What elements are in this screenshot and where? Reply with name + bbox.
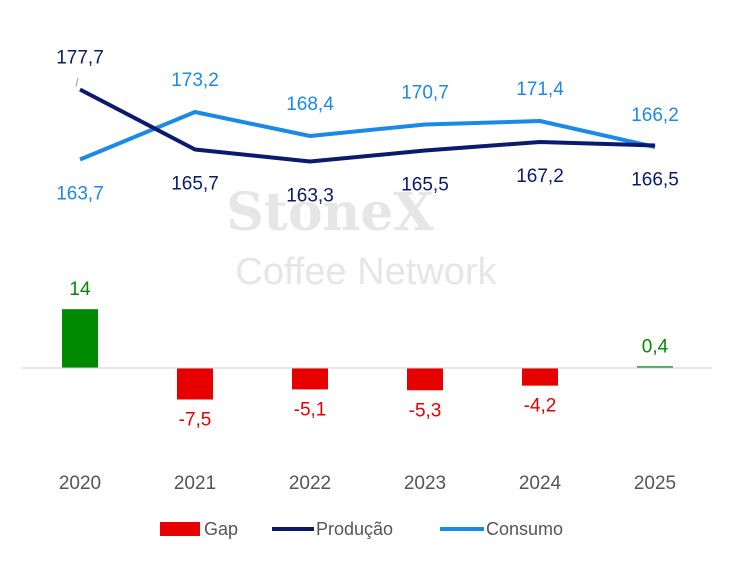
- line-series: [79, 87, 656, 164]
- gap-label-2024: -4,2: [524, 396, 557, 417]
- gap-label-2025: 0,4: [642, 336, 669, 357]
- x-tick-2023: 2023: [404, 473, 446, 494]
- consumo-label-2023: 170,7: [401, 83, 449, 104]
- gap-bars: [62, 309, 673, 400]
- gap-bar-2024: [522, 368, 558, 386]
- watermark: StoneX Coffee Network: [226, 182, 497, 293]
- x-tick-2020: 2020: [59, 473, 101, 494]
- gap-bar-2022: [292, 368, 328, 390]
- watermark-line2: Coffee Network: [235, 251, 497, 293]
- consumo-label-2020: 163,7: [56, 184, 104, 205]
- gap-label-2022: -5,1: [294, 399, 327, 420]
- x-tick-2022: 2022: [289, 473, 331, 494]
- gap-labels: 14 -7,5 -5,1 -5,3 -4,2 0,4: [69, 279, 668, 430]
- gap-bar-2023: [407, 368, 443, 391]
- producao-label-2023: 165,5: [401, 175, 449, 196]
- x-tick-2025: 2025: [634, 473, 676, 494]
- x-tick-2024: 2024: [519, 473, 562, 494]
- consumo-line: [79, 110, 656, 162]
- gap-label-2021: -7,5: [179, 410, 212, 431]
- legend-swatch-gap: [160, 522, 200, 536]
- consumo-label-2022: 168,4: [286, 94, 334, 115]
- watermark-line1: StoneX: [226, 182, 434, 243]
- gap-bar-2025: [637, 366, 673, 368]
- producao-leader-line: [75, 77, 79, 87]
- gap-bar-2021: [177, 368, 213, 400]
- producao-label-2022: 163,3: [286, 186, 334, 207]
- consumo-label-2024: 171,4: [516, 79, 564, 100]
- producao-label-2024: 167,2: [516, 166, 564, 187]
- consumo-label-2021: 173,2: [171, 70, 219, 91]
- producao-line: [79, 87, 656, 164]
- x-tick-2021: 2021: [174, 473, 216, 494]
- legend-label-gap: Gap: [204, 519, 238, 539]
- producao-label-2020: 177,7: [56, 48, 104, 69]
- legend-label-consumo: Consumo: [486, 519, 563, 539]
- legend-label-producao: Produção: [316, 519, 393, 539]
- producao-label-2021: 165,7: [171, 174, 219, 195]
- x-axis-ticks: 2020 2021 2022 2023 2024 2025: [59, 473, 676, 494]
- producao-label-2025: 166,5: [631, 170, 679, 191]
- consumo-label-2025: 166,2: [631, 105, 679, 126]
- line-labels: 177,7 165,7 163,3 165,5 167,2 166,5 163,7 173,2…: [56, 48, 679, 207]
- gap-label-2020: 14: [69, 279, 91, 300]
- gap-bar-2020: [62, 309, 98, 368]
- legend: Gap Produção Consumo: [160, 519, 563, 539]
- gap-label-2023: -5,3: [409, 400, 442, 421]
